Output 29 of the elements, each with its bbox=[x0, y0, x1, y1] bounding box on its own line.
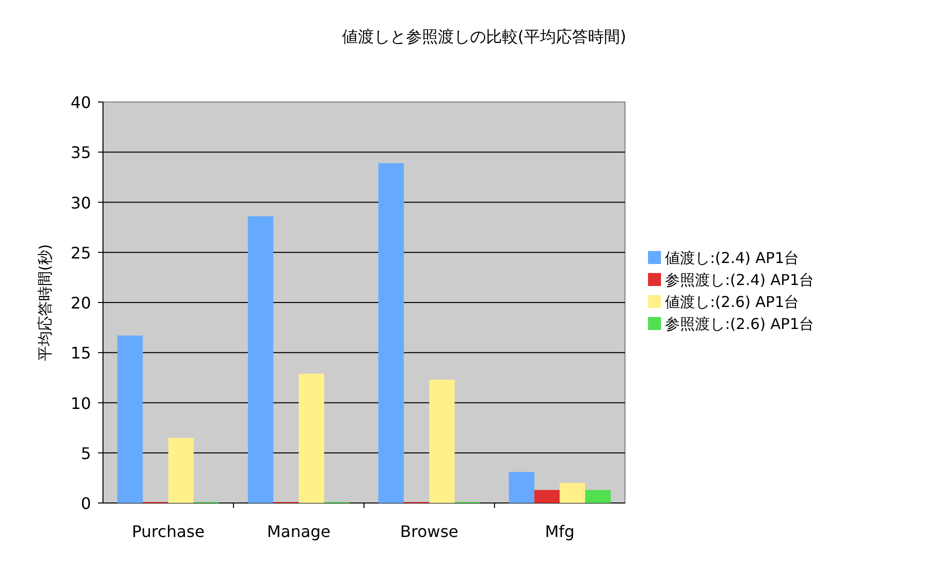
x-tick-label: Manage bbox=[266, 522, 331, 541]
bar bbox=[298, 374, 324, 503]
x-tick-label: Purchase bbox=[132, 522, 205, 541]
bar bbox=[117, 336, 143, 503]
bar bbox=[534, 490, 560, 503]
bar bbox=[585, 490, 611, 503]
legend-label: 値渡し:(2.4) AP1台 bbox=[665, 249, 800, 267]
legend-label: 参照渡し:(2.4) AP1台 bbox=[665, 271, 814, 289]
bar bbox=[429, 380, 455, 503]
y-tick-label: 35 bbox=[70, 143, 91, 162]
y-tick-label: 20 bbox=[70, 294, 91, 312]
x-tick-label: Browse bbox=[400, 522, 458, 541]
bar bbox=[168, 438, 194, 503]
chart-title: 値渡しと参照渡しの比較(平均応答時間) bbox=[342, 27, 626, 46]
bar bbox=[378, 163, 404, 503]
y-tick-label: 30 bbox=[70, 193, 91, 212]
y-tick-label: 10 bbox=[70, 394, 91, 413]
y-tick-label: 0 bbox=[80, 494, 91, 513]
y-tick-label: 5 bbox=[80, 444, 91, 463]
bar bbox=[248, 216, 274, 503]
legend-label: 参照渡し:(2.6) AP1台 bbox=[665, 315, 814, 333]
bar bbox=[560, 482, 586, 503]
y-tick-label: 15 bbox=[70, 344, 91, 363]
y-tick-label: 25 bbox=[70, 243, 91, 262]
y-tick-label: 40 bbox=[70, 93, 91, 112]
legend-label: 値渡し:(2.6) AP1台 bbox=[665, 293, 800, 311]
bar bbox=[508, 472, 534, 503]
y-axis-title: 平均応答時間(秒) bbox=[36, 244, 54, 361]
x-tick-label: Mfg bbox=[544, 522, 575, 541]
